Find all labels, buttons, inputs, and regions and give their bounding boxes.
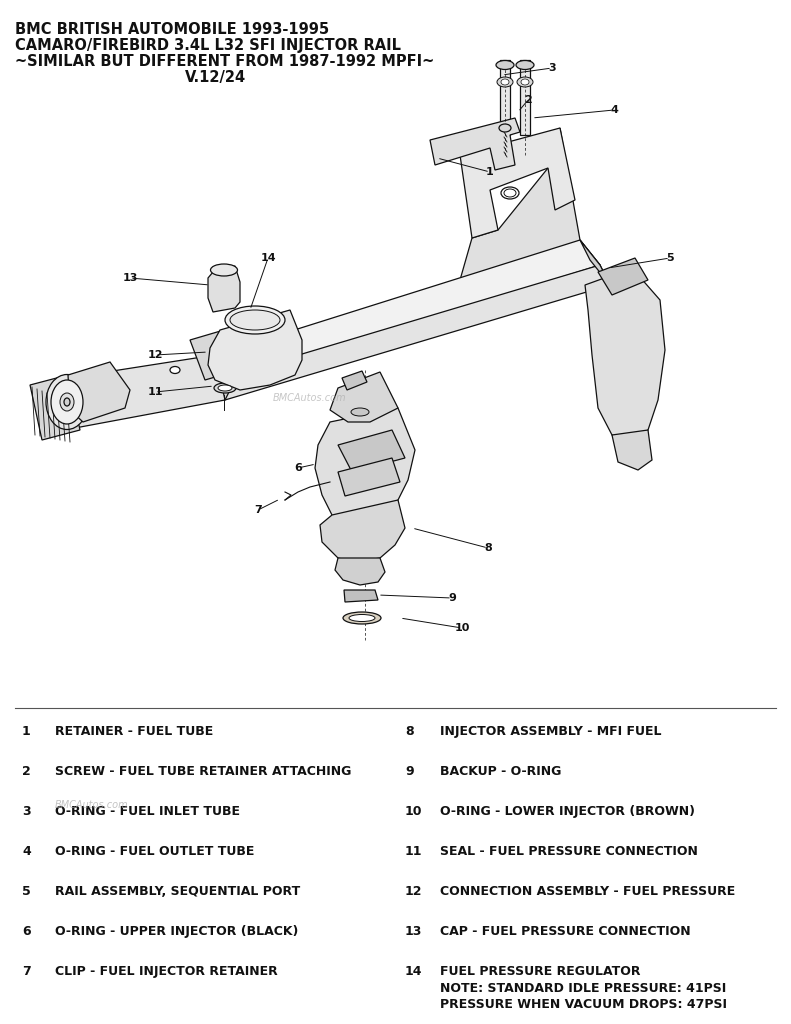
Polygon shape — [344, 590, 378, 602]
Text: CLIP - FUEL INJECTOR RETAINER: CLIP - FUEL INJECTOR RETAINER — [55, 965, 278, 978]
Text: 3: 3 — [22, 805, 31, 818]
Polygon shape — [30, 375, 80, 440]
Polygon shape — [320, 500, 405, 562]
Ellipse shape — [349, 614, 375, 622]
Text: CAP - FUEL PRESSURE CONNECTION: CAP - FUEL PRESSURE CONNECTION — [440, 925, 691, 938]
Polygon shape — [330, 372, 398, 422]
Polygon shape — [460, 128, 575, 238]
Text: 14: 14 — [405, 965, 422, 978]
Polygon shape — [190, 312, 300, 380]
Text: BACKUP - O-RING: BACKUP - O-RING — [440, 765, 562, 778]
Polygon shape — [500, 60, 510, 135]
Text: 11: 11 — [147, 387, 163, 397]
Polygon shape — [315, 408, 415, 532]
Text: FUEL PRESSURE REGULATOR
NOTE: STANDARD IDLE PRESSURE: 41PSI
PRESSURE WHEN VACUUM: FUEL PRESSURE REGULATOR NOTE: STANDARD I… — [440, 965, 727, 1011]
Text: 5: 5 — [666, 253, 674, 263]
Text: 11: 11 — [405, 845, 422, 858]
Text: 13: 13 — [123, 273, 138, 283]
Ellipse shape — [343, 612, 381, 624]
Polygon shape — [430, 118, 520, 170]
Text: BMCAutos.com: BMCAutos.com — [55, 800, 129, 810]
Ellipse shape — [504, 189, 516, 197]
Text: CAMARO/FIREBIRD 3.4L L32 SFI INJECTOR RAIL: CAMARO/FIREBIRD 3.4L L32 SFI INJECTOR RA… — [15, 38, 401, 53]
Text: BMC BRITISH AUTOMOBILE 1993-1995: BMC BRITISH AUTOMOBILE 1993-1995 — [15, 22, 329, 37]
Text: 4: 4 — [610, 105, 618, 115]
Text: 8: 8 — [484, 543, 492, 553]
Text: O-RING - FUEL INLET TUBE: O-RING - FUEL INLET TUBE — [55, 805, 240, 818]
Text: 9: 9 — [405, 765, 414, 778]
Text: 6: 6 — [22, 925, 31, 938]
Text: 2: 2 — [524, 95, 532, 105]
Ellipse shape — [499, 124, 511, 132]
Text: 12: 12 — [147, 350, 163, 360]
Text: RETAINER - FUEL TUBE: RETAINER - FUEL TUBE — [55, 725, 214, 738]
Text: 7: 7 — [254, 505, 262, 515]
Polygon shape — [338, 458, 400, 496]
Text: V.12/24: V.12/24 — [184, 70, 245, 85]
Polygon shape — [460, 128, 600, 295]
Ellipse shape — [225, 306, 285, 334]
Polygon shape — [208, 310, 302, 390]
Polygon shape — [335, 558, 385, 585]
Text: 13: 13 — [405, 925, 422, 938]
Text: 1: 1 — [22, 725, 31, 738]
Text: O-RING - LOWER INJECTOR (BROWN): O-RING - LOWER INJECTOR (BROWN) — [440, 805, 695, 818]
Text: SCREW - FUEL TUBE RETAINER ATTACHING: SCREW - FUEL TUBE RETAINER ATTACHING — [55, 765, 351, 778]
Text: O-RING - UPPER INJECTOR (BLACK): O-RING - UPPER INJECTOR (BLACK) — [55, 925, 298, 938]
Text: 9: 9 — [448, 593, 456, 603]
Polygon shape — [208, 266, 240, 312]
Text: 14: 14 — [260, 253, 276, 263]
Text: 8: 8 — [405, 725, 414, 738]
Polygon shape — [338, 430, 405, 472]
Polygon shape — [612, 430, 652, 470]
Polygon shape — [598, 258, 648, 295]
Polygon shape — [520, 60, 530, 135]
Text: ~SIMILAR BUT DIFFERENT FROM 1987-1992 MPFI~: ~SIMILAR BUT DIFFERENT FROM 1987-1992 MP… — [15, 54, 434, 69]
Ellipse shape — [351, 408, 369, 416]
Ellipse shape — [230, 310, 280, 330]
Polygon shape — [55, 355, 225, 428]
Ellipse shape — [64, 398, 70, 406]
Ellipse shape — [46, 375, 88, 429]
Text: 5: 5 — [22, 885, 31, 898]
Polygon shape — [215, 240, 600, 380]
Ellipse shape — [521, 79, 529, 85]
Polygon shape — [205, 355, 235, 400]
Ellipse shape — [218, 385, 232, 391]
Text: 10: 10 — [405, 805, 422, 818]
Polygon shape — [215, 265, 610, 400]
Text: 10: 10 — [454, 623, 470, 633]
Text: INJECTOR ASSEMBLY - MFI FUEL: INJECTOR ASSEMBLY - MFI FUEL — [440, 725, 661, 738]
Text: 6: 6 — [294, 463, 302, 473]
Ellipse shape — [51, 380, 83, 424]
Text: 1: 1 — [486, 167, 494, 177]
Ellipse shape — [214, 383, 236, 393]
Ellipse shape — [501, 79, 509, 85]
Ellipse shape — [501, 187, 519, 199]
Ellipse shape — [516, 60, 534, 70]
Text: 3: 3 — [548, 63, 556, 73]
Text: 4: 4 — [22, 845, 31, 858]
Text: O-RING - FUEL OUTLET TUBE: O-RING - FUEL OUTLET TUBE — [55, 845, 255, 858]
Ellipse shape — [60, 393, 74, 411]
Ellipse shape — [170, 367, 180, 374]
Polygon shape — [585, 268, 665, 442]
Polygon shape — [68, 362, 130, 422]
Ellipse shape — [497, 77, 513, 87]
Text: CONNECTION ASSEMBLY - FUEL PRESSURE: CONNECTION ASSEMBLY - FUEL PRESSURE — [440, 885, 736, 898]
Ellipse shape — [210, 264, 237, 276]
Text: 7: 7 — [22, 965, 31, 978]
Text: SEAL - FUEL PRESSURE CONNECTION: SEAL - FUEL PRESSURE CONNECTION — [440, 845, 698, 858]
Text: 12: 12 — [405, 885, 422, 898]
Ellipse shape — [496, 60, 514, 70]
Text: BMCAutos.com: BMCAutos.com — [273, 393, 346, 403]
Text: 2: 2 — [22, 765, 31, 778]
Polygon shape — [580, 240, 610, 285]
Text: RAIL ASSEMBLY, SEQUENTIAL PORT: RAIL ASSEMBLY, SEQUENTIAL PORT — [55, 885, 301, 898]
Ellipse shape — [517, 77, 533, 87]
Polygon shape — [342, 371, 367, 390]
